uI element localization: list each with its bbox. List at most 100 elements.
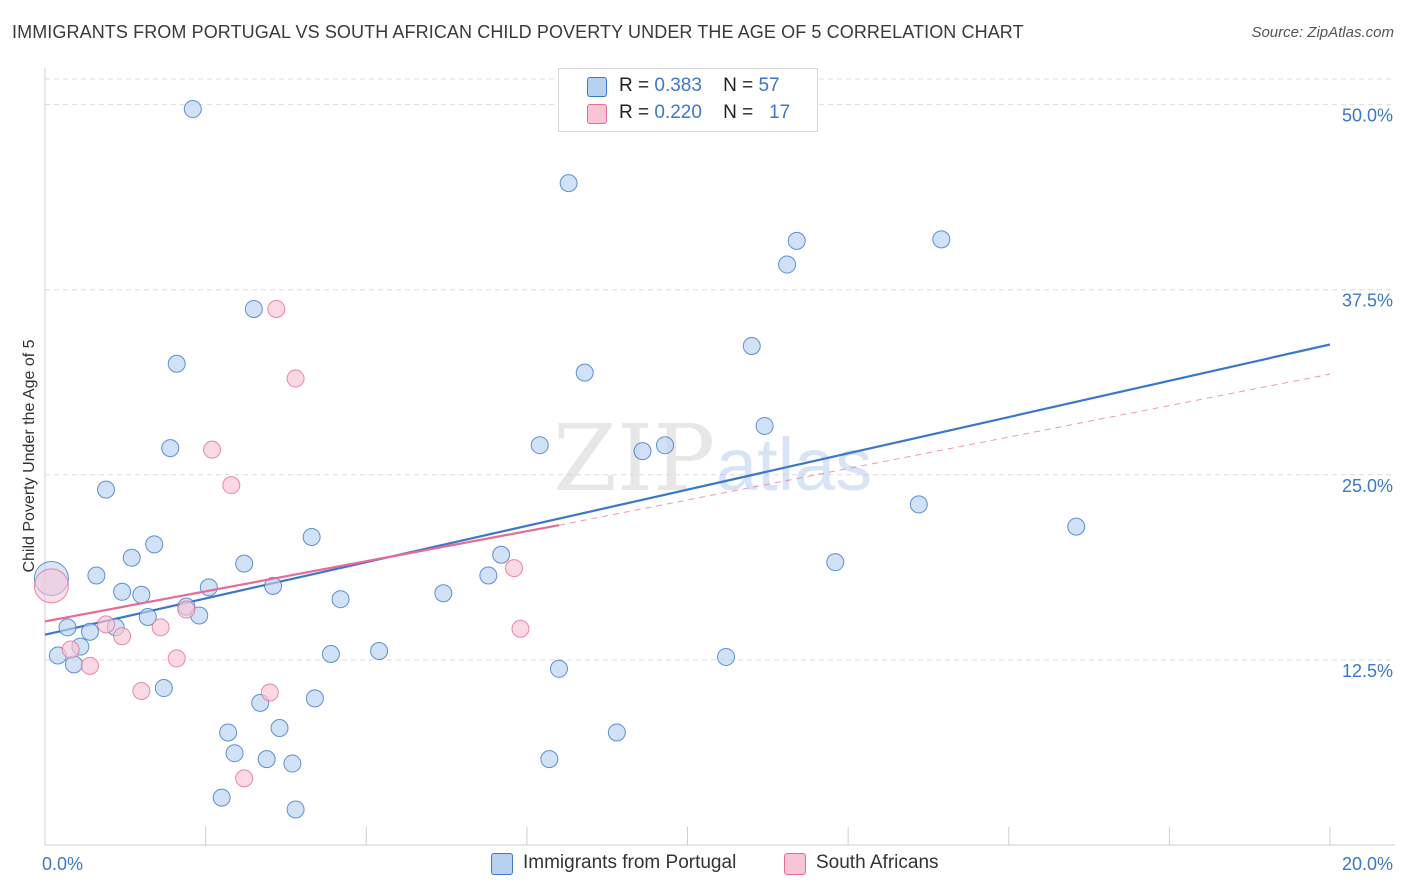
point-portugal [64, 655, 83, 674]
point-south-africans [167, 649, 186, 668]
x-tick-label: 0.0% [42, 854, 83, 874]
svg-text:ZIP: ZIP [553, 405, 715, 512]
point-portugal [575, 363, 594, 382]
legend-r-label: R = [619, 75, 650, 96]
point-portugal [283, 754, 302, 773]
point-portugal [113, 582, 132, 601]
point-portugal [909, 495, 928, 514]
point-portugal [559, 174, 578, 193]
point-portugal [58, 618, 77, 637]
point-portugal [257, 750, 276, 769]
chart-title: IMMIGRANTS FROM PORTUGAL VS SOUTH AFRICA… [12, 22, 1024, 42]
point-south-africans [80, 656, 99, 675]
y-tick-label: 50.0% [1342, 106, 1393, 126]
trend-lines [44, 343, 1331, 636]
point-portugal [755, 416, 774, 435]
point-portugal [122, 548, 141, 567]
point-portugal [321, 644, 340, 663]
y-tick-label: 37.5% [1342, 291, 1393, 311]
point-portugal [138, 607, 157, 626]
data-points [33, 100, 1086, 819]
legend-swatch-blue [587, 77, 607, 97]
point-south-africans [132, 682, 151, 700]
trend-line-portugal [44, 343, 1331, 636]
chart-source: Source: ZipAtlas.com [1251, 24, 1394, 41]
point-south-africans [61, 640, 80, 659]
point-portugal [161, 439, 180, 458]
bottom-legend-swatch-pink [784, 853, 806, 875]
point-south-africans [151, 618, 170, 637]
tick-labels: 12.5% 25.0% 37.5% 50.0% 0.0% 20.0% [42, 106, 1393, 874]
point-portugal [331, 590, 350, 609]
x-tick-label: 20.0% [1342, 854, 1393, 874]
trend-line-south-africans-extension [558, 373, 1331, 526]
point-portugal [270, 719, 289, 738]
point-portugal [244, 299, 263, 318]
point-portugal [540, 750, 559, 769]
point-portugal [132, 585, 151, 604]
y-axis-label: Child Poverty Under the Age of 5 [21, 339, 38, 572]
point-portugal [199, 578, 218, 597]
point-south-africans [222, 476, 241, 495]
point-south-africans [235, 769, 254, 788]
legend-r-label: R = [619, 102, 650, 123]
stats-legend: R = 0.383 N = 57 R = 0.220 N = 17 [558, 68, 818, 132]
legend-n-label: N = [723, 75, 754, 96]
point-portugal [87, 566, 106, 585]
point-portugal [183, 100, 202, 119]
point-portugal [826, 553, 845, 572]
point-south-africans [113, 627, 132, 646]
point-portugal [633, 442, 652, 461]
point-portugal [530, 436, 549, 455]
point-portugal [550, 659, 568, 678]
point-south-africans [260, 683, 279, 702]
point-portugal [80, 622, 99, 641]
point-portugal [212, 788, 231, 807]
bottom-legend-label: South Africans [816, 852, 939, 873]
grid-lines [45, 78, 1395, 661]
legend-r-value: 0.383 [654, 75, 702, 96]
point-portugal [932, 230, 951, 249]
axes [44, 68, 1395, 846]
point-south-africans [203, 440, 222, 459]
point-portugal [742, 336, 761, 355]
point-south-africans [505, 559, 524, 578]
point-south-africans [511, 619, 530, 638]
y-tick-label: 12.5% [1342, 661, 1393, 681]
point-portugal [305, 689, 324, 708]
point-portugal [302, 528, 321, 546]
point-south-africans [177, 600, 196, 619]
legend-r-value: 0.220 [654, 102, 702, 123]
point-portugal [656, 436, 675, 455]
point-portugal [97, 480, 116, 499]
point-portugal [717, 647, 736, 666]
point-south-africans [97, 615, 116, 634]
point-portugal [264, 576, 283, 595]
point-portugal [235, 554, 254, 573]
point-portugal [787, 231, 806, 250]
y-tick-label: 25.0% [1342, 476, 1393, 496]
bottom-legend-swatch-blue [491, 853, 513, 875]
legend-n-value: 17 [769, 102, 791, 123]
point-portugal [607, 723, 626, 742]
legend-swatch-pink [587, 104, 607, 124]
point-portugal [778, 255, 797, 274]
point-portugal [479, 566, 498, 585]
point-portugal [154, 679, 173, 698]
point-portugal [492, 545, 511, 564]
trend-line-south-africans [44, 524, 560, 623]
bottom-legend-label: Immigrants from Portugal [523, 852, 737, 873]
point-portugal [286, 800, 305, 819]
legend-n-value: 57 [758, 75, 780, 96]
point-portugal [145, 535, 164, 554]
point-portugal [1067, 517, 1086, 536]
point-south-africans [286, 369, 305, 388]
point-portugal [167, 354, 186, 373]
point-south-africans [267, 299, 286, 318]
legend-n-label: N = [723, 102, 754, 123]
point-portugal [434, 584, 453, 603]
point-south-africans [33, 568, 69, 604]
point-portugal [225, 744, 244, 763]
point-portugal [370, 642, 389, 661]
